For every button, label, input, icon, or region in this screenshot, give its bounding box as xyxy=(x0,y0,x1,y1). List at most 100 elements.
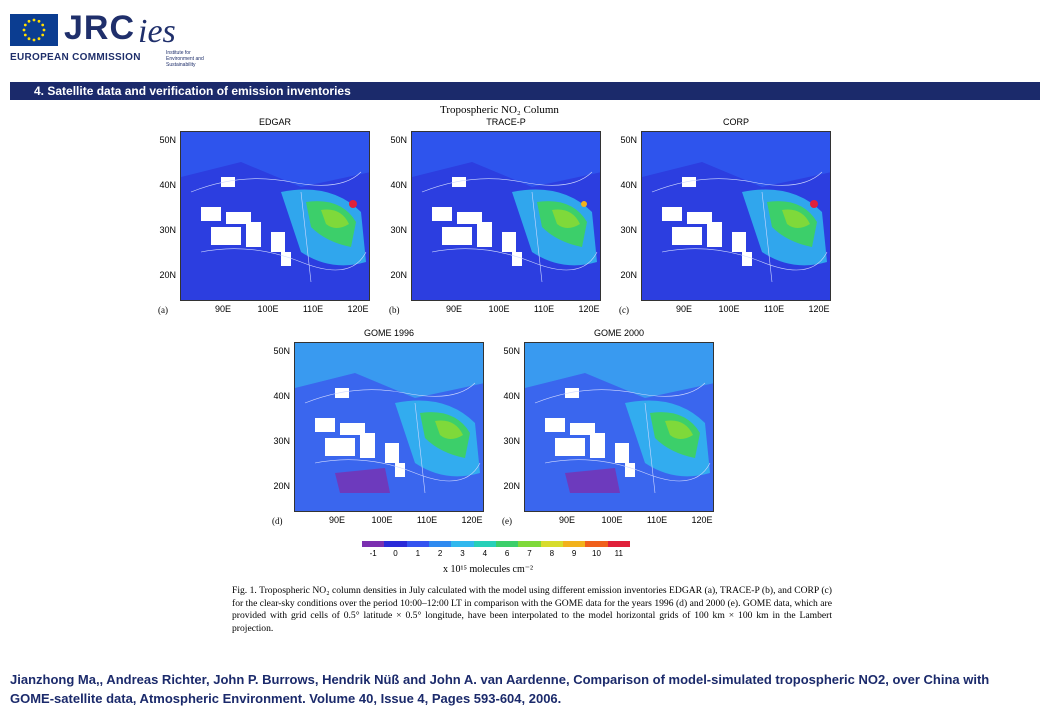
latitude-label: 20N xyxy=(159,270,176,280)
no2-map xyxy=(411,131,601,301)
map-panel: GOME 2000 (e) 50N 40N 30N 20N 90E 100E 110E 120E xyxy=(502,328,714,526)
colorbar-tick: 8 xyxy=(549,549,555,558)
colorbar-tick: 3 xyxy=(460,549,465,558)
longitude-label: 110E xyxy=(646,515,668,525)
latitude-label: 30N xyxy=(159,225,176,235)
longitude-label: 110E xyxy=(416,515,438,525)
colorbar-swatch xyxy=(495,541,519,547)
panel-title: GOME 1996 xyxy=(363,328,415,338)
longitude-label: 110E xyxy=(533,304,555,314)
panel-letter: (b) xyxy=(389,305,400,315)
longitude-label: 100E xyxy=(257,304,279,314)
no2-map xyxy=(180,131,370,301)
colorbar-tick: 1 xyxy=(415,549,421,558)
no2-map xyxy=(641,131,831,301)
latitude-label: 40N xyxy=(390,180,407,190)
latitude-label: 20N xyxy=(503,481,520,491)
panel-letter: (a) xyxy=(158,305,168,315)
colorbar-tick: 10 xyxy=(592,549,601,558)
colorbar-swatch xyxy=(585,541,608,547)
latitude-label: 30N xyxy=(390,225,407,235)
colorbar-swatch xyxy=(451,541,474,547)
latitude-label: 40N xyxy=(620,180,637,190)
panel-letter: (d) xyxy=(272,516,283,526)
section-bar xyxy=(10,82,1040,100)
latitude-label: 50N xyxy=(273,346,290,356)
colorbar-tick: 2 xyxy=(437,549,443,558)
no2-map xyxy=(524,342,714,512)
longitude-label: 120E xyxy=(347,304,369,314)
svg-text:Environment and: Environment and xyxy=(166,56,204,62)
figure-title: Tropospheric NO₂ Column xyxy=(440,104,559,116)
longitude-label: 90E xyxy=(214,304,231,314)
colorbar-swatch xyxy=(384,541,407,547)
colorbar-tick: 0 xyxy=(393,549,398,558)
longitude-label: 90E xyxy=(675,304,692,314)
latitude-label: 20N xyxy=(620,270,637,280)
panel-title: GOME 2000 xyxy=(593,328,645,338)
latitude-label: 30N xyxy=(503,436,520,446)
section-title: 4. Satellite data and verification of em… xyxy=(34,84,351,98)
panel-title: CORP xyxy=(722,117,749,127)
svg-text:Institute for: Institute for xyxy=(166,50,191,56)
colorbar-tick: 7 xyxy=(527,549,532,558)
longitude-label: 100E xyxy=(601,515,623,525)
european-commission-text: EUROPEAN COMMISSION xyxy=(10,52,141,63)
longitude-label: 110E xyxy=(302,304,324,314)
latitude-label: 50N xyxy=(620,135,637,145)
eu-flag-logo xyxy=(10,14,58,46)
svg-text:Sustainability: Sustainability xyxy=(166,62,196,68)
latitude-label: 30N xyxy=(620,225,637,235)
longitude-label: 100E xyxy=(488,304,510,314)
colorbar-swatch xyxy=(607,541,630,547)
ies-logo-lettering: ies xyxy=(138,13,176,50)
map-panel: EDGAR (a) 50N 40N 30N 20N 90E 100E 110E 120E xyxy=(158,117,370,315)
colorbar-tick: 6 xyxy=(504,549,510,558)
colorbar-swatch xyxy=(518,541,541,547)
colorbar-swatch xyxy=(362,541,385,547)
map-panel: GOME 1996 (d) 50N 40N 30N 20N 90E 100E 110E 120E xyxy=(272,328,484,526)
longitude-label: 120E xyxy=(808,304,830,314)
citation: Jianzhong Ma,, Andreas Richter, John P. … xyxy=(10,672,990,706)
latitude-label: 40N xyxy=(503,391,520,401)
latitude-label: 30N xyxy=(273,436,290,446)
longitude-label: 120E xyxy=(578,304,600,314)
map-panel: TRACE-P (b) 50N 40N 30N 20N 90E 100E 110E 120E xyxy=(389,117,601,315)
no2-map xyxy=(294,342,484,512)
longitude-label: 90E xyxy=(558,515,575,525)
colorbar-unit: x 10¹⁵ molecules cm⁻² xyxy=(443,564,534,575)
longitude-label: 120E xyxy=(691,515,713,525)
jrc-logo-text: JRC xyxy=(64,9,136,47)
latitude-label: 20N xyxy=(273,481,290,491)
eu-stars-icon xyxy=(10,14,58,46)
colorbar-tick: 9 xyxy=(571,549,577,558)
colorbar-tick: -1 xyxy=(369,549,377,558)
colorbar-ticks: -1 0 1 2 3 4 6 7 8 9 10 11 xyxy=(362,549,630,561)
colorbar xyxy=(362,541,630,547)
latitude-label: 50N xyxy=(390,135,407,145)
ies-logo: ies Institute for Environment and Sustai… xyxy=(136,10,206,70)
colorbar-swatch xyxy=(406,541,429,547)
latitude-label: 50N xyxy=(503,346,520,356)
panel-title: TRACE-P xyxy=(486,117,526,127)
panel-letter: (c) xyxy=(619,305,629,315)
colorbar-tick: 11 xyxy=(614,549,623,558)
longitude-label: 100E xyxy=(718,304,740,314)
colorbar-swatch xyxy=(473,541,496,547)
panel-letter: (e) xyxy=(502,516,512,526)
longitude-label: 100E xyxy=(371,515,393,525)
colorbar-swatch xyxy=(428,541,452,547)
colorbar-swatch xyxy=(540,541,563,547)
map-panel: CORP (c) 50N 40N 30N 20N 90E 100E 110E 120E xyxy=(619,117,831,315)
longitude-label: 110E xyxy=(763,304,785,314)
panel-title: EDGAR xyxy=(258,117,291,127)
latitude-label: 50N xyxy=(159,135,176,145)
colorbar-tick: 4 xyxy=(482,549,488,558)
longitude-label: 90E xyxy=(445,304,462,314)
latitude-label: 40N xyxy=(159,180,176,190)
figure-caption: Fig. 1. Tropospheric NO₂ column densitie… xyxy=(232,585,832,634)
colorbar-swatch xyxy=(562,541,586,547)
latitude-label: 20N xyxy=(390,270,407,280)
longitude-label: 120E xyxy=(461,515,483,525)
latitude-label: 40N xyxy=(273,391,290,401)
